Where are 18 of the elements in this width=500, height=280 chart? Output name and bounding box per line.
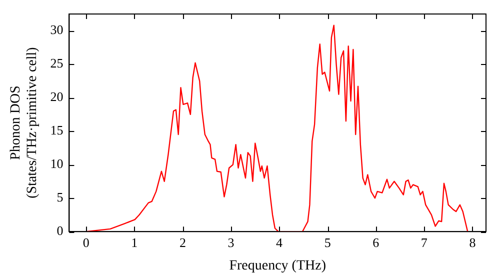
- y-tick-label: 10: [50, 156, 64, 172]
- x-axis-title: Frequency (THz): [229, 258, 326, 274]
- x-tick-label: 4: [276, 234, 284, 250]
- y-tick-label: 5: [56, 190, 64, 205]
- x-tick-label: 8: [469, 234, 476, 250]
- y-tick-label: 0: [56, 223, 64, 238]
- x-tick-label: 3: [228, 234, 234, 250]
- y-tick-label: 15: [50, 122, 64, 138]
- y-tick-label: 30: [50, 22, 64, 38]
- y-tick-label: 25: [50, 56, 64, 71]
- y-axis-title: Phonon DOS (States/THz·primitive cell): [8, 46, 40, 198]
- x-tick-label: 5: [324, 234, 331, 250]
- x-tick-label: 2: [179, 234, 186, 250]
- x-tick-label: 1: [131, 234, 138, 250]
- x-tick-label: 7: [420, 234, 428, 250]
- x-tick-label: 6: [372, 234, 380, 250]
- x-tick-label: 0: [82, 234, 90, 250]
- y-tick-label: 20: [50, 89, 64, 104]
